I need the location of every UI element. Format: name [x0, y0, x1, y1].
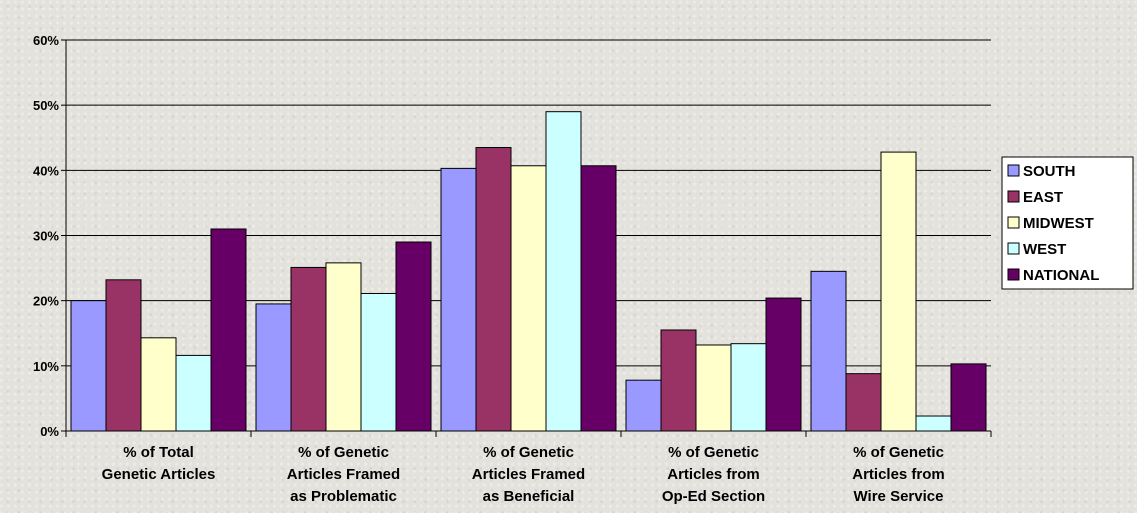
- bar-national-1: [395, 241, 432, 432]
- category-label-line: as Beneficial: [483, 488, 575, 505]
- legend-swatch-west: [1007, 242, 1020, 255]
- y-tick-label: 0%: [40, 424, 59, 439]
- category-label-line: % of Genetic: [483, 444, 574, 461]
- legend: SOUTH EAST MIDWEST WEST NATIONAL: [1001, 156, 1134, 290]
- category-label: % of Genetic Articles from Op-Ed Section: [662, 444, 765, 505]
- category-label-line: Wire Service: [854, 488, 944, 505]
- category-label-line: % of Genetic: [668, 444, 759, 461]
- bar-national-2: [580, 165, 617, 432]
- y-tick-label: 50%: [33, 98, 59, 113]
- y-tick-label: 60%: [33, 33, 59, 48]
- legend-label-west: WEST: [1023, 241, 1066, 258]
- category-label-line: % of Genetic: [853, 444, 944, 461]
- bar-midwest-3: [695, 344, 732, 432]
- bar-east-2: [475, 147, 512, 432]
- category-label-line: Genetic Articles: [102, 466, 216, 483]
- category-label: % of Total Genetic Articles: [102, 444, 216, 483]
- y-tick-label: 40%: [33, 163, 59, 178]
- category-label: % of Genetic Articles Framed as Problemati…: [287, 444, 400, 505]
- legend-swatch-east: [1007, 190, 1020, 203]
- legend-label-south: SOUTH: [1023, 163, 1076, 180]
- bar-midwest-4: [880, 151, 917, 432]
- legend-label-east: EAST: [1023, 189, 1063, 206]
- bar-west-0: [175, 354, 212, 432]
- bar-midwest-0: [140, 337, 177, 432]
- bar-midwest-1: [325, 262, 362, 432]
- category-label-line: Articles Framed: [287, 466, 400, 483]
- bars: [70, 111, 987, 432]
- y-tick-labels: 0% 10% 20% 30% 40% 50% 60%: [33, 33, 66, 439]
- bar-east-1: [290, 266, 327, 432]
- bar-south-3: [625, 379, 662, 432]
- legend-swatch-south: [1007, 164, 1020, 177]
- bar-national-4: [950, 363, 987, 432]
- category-labels: % of Total Genetic Articles % of Genetic Ar…: [102, 444, 945, 505]
- bar-east-0: [105, 279, 142, 432]
- category-label-line: Articles Framed: [472, 466, 585, 483]
- bar-south-2: [440, 167, 477, 432]
- bar-west-3: [730, 343, 767, 432]
- bar-west-2: [545, 111, 582, 432]
- category-label: % of Genetic Articles Framed as Beneficial: [472, 444, 585, 505]
- bar-midwest-2: [510, 165, 547, 432]
- legend-swatch-midwest: [1007, 216, 1020, 229]
- legend-swatch-national: [1007, 268, 1020, 281]
- y-tick-label: 10%: [33, 359, 59, 374]
- bar-south-1: [255, 303, 292, 432]
- bar-national-0: [210, 228, 247, 432]
- legend-label-midwest: MIDWEST: [1023, 215, 1094, 232]
- category-label-line: % of Total: [123, 444, 194, 461]
- legend-label-national: NATIONAL: [1023, 267, 1099, 284]
- bar-east-3: [660, 329, 697, 432]
- bar-south-0: [70, 300, 107, 432]
- category-label-line: Articles from: [667, 466, 760, 483]
- x-tick-marks: [65, 431, 992, 437]
- category-label-line: Op-Ed Section: [662, 488, 765, 505]
- y-tick-label: 20%: [33, 294, 59, 309]
- category-label: % of Genetic Articles from Wire Service: [852, 444, 945, 505]
- category-label-line: Articles from: [852, 466, 945, 483]
- bar-east-4: [845, 373, 882, 432]
- bar-south-4: [810, 270, 847, 432]
- bar-national-3: [765, 297, 802, 432]
- legend-box: [1001, 156, 1134, 290]
- y-tick-label: 30%: [33, 229, 59, 244]
- bar-west-4: [915, 415, 952, 432]
- category-label-line: % of Genetic: [298, 444, 389, 461]
- bar-west-1: [360, 292, 397, 432]
- category-label-line: as Problematic: [290, 488, 397, 505]
